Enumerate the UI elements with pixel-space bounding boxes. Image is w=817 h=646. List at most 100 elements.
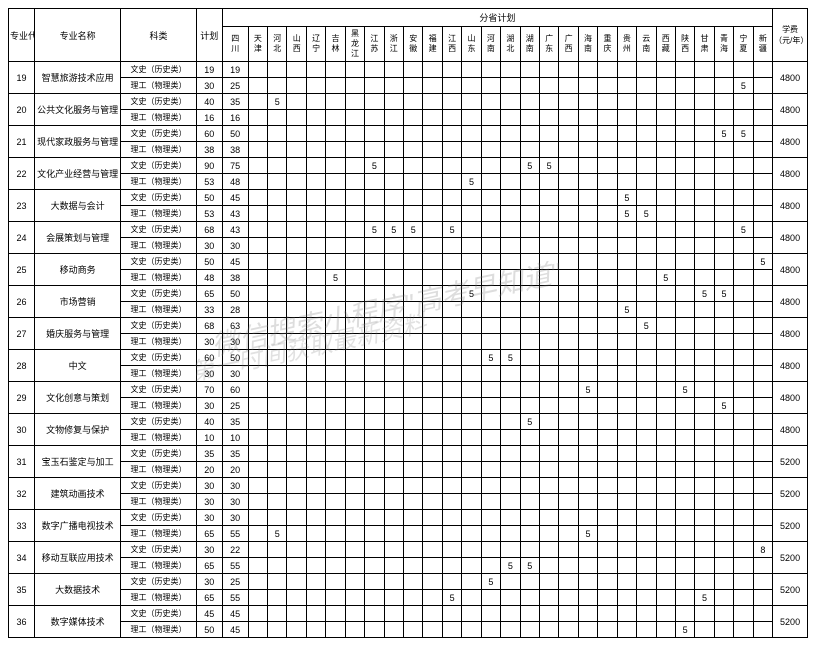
table-row: 理工（物理类）1616 bbox=[9, 110, 808, 126]
cell-province bbox=[442, 478, 461, 494]
cell-province bbox=[423, 414, 442, 430]
cell-province bbox=[501, 542, 520, 558]
header-tuition: 学费（元/年） bbox=[773, 9, 808, 62]
cell-province bbox=[268, 270, 287, 286]
cell-province bbox=[501, 590, 520, 606]
cell-province: 5 bbox=[481, 574, 500, 590]
cell-province bbox=[306, 510, 325, 526]
cell-major-name: 数字广播电视技术 bbox=[34, 510, 120, 542]
table-row: 理工（物理类）655555 bbox=[9, 558, 808, 574]
cell-province bbox=[326, 302, 345, 318]
cell-province bbox=[306, 206, 325, 222]
cell-province bbox=[384, 238, 403, 254]
cell-province bbox=[501, 462, 520, 478]
cell-category: 理工（物理类） bbox=[121, 142, 197, 158]
header-province: 宁夏 bbox=[734, 27, 753, 62]
cell-province bbox=[695, 142, 714, 158]
cell-province bbox=[520, 62, 539, 78]
cell-province bbox=[617, 510, 636, 526]
cell-province bbox=[675, 606, 694, 622]
cell-plan: 40 bbox=[196, 94, 222, 110]
cell-province bbox=[365, 414, 384, 430]
cell-province bbox=[637, 446, 656, 462]
cell-province bbox=[734, 446, 753, 462]
cell-province bbox=[326, 174, 345, 190]
cell-province bbox=[734, 62, 753, 78]
cell-province bbox=[501, 190, 520, 206]
header-province: 四川 bbox=[222, 27, 248, 62]
cell-province bbox=[598, 446, 617, 462]
cell-province bbox=[248, 430, 267, 446]
cell-province bbox=[268, 558, 287, 574]
cell-category: 理工（物理类） bbox=[121, 270, 197, 286]
cell-province bbox=[637, 94, 656, 110]
cell-province bbox=[578, 414, 597, 430]
cell-province bbox=[714, 318, 733, 334]
cell-province bbox=[442, 366, 461, 382]
cell-province bbox=[384, 126, 403, 142]
table-row: 21现代家政服务与管理文史（历史类）6050554800 bbox=[9, 126, 808, 142]
cell-province bbox=[695, 190, 714, 206]
cell-province bbox=[423, 222, 442, 238]
cell-province bbox=[404, 366, 423, 382]
cell-province bbox=[695, 478, 714, 494]
cell-province bbox=[656, 206, 675, 222]
header-province: 广西 bbox=[559, 27, 578, 62]
cell-province bbox=[287, 494, 306, 510]
cell-sichuan: 45 bbox=[222, 606, 248, 622]
cell-province bbox=[442, 158, 461, 174]
header-major: 专业名称 bbox=[34, 9, 120, 62]
cell-plan: 68 bbox=[196, 222, 222, 238]
cell-province bbox=[248, 270, 267, 286]
cell-province bbox=[287, 62, 306, 78]
cell-province bbox=[306, 430, 325, 446]
cell-plan: 16 bbox=[196, 110, 222, 126]
cell-province bbox=[753, 286, 773, 302]
cell-province bbox=[384, 110, 403, 126]
cell-province bbox=[287, 574, 306, 590]
cell-province bbox=[578, 366, 597, 382]
cell-province bbox=[714, 270, 733, 286]
cell-province bbox=[462, 206, 481, 222]
cell-province bbox=[598, 606, 617, 622]
cell-province bbox=[248, 158, 267, 174]
cell-province bbox=[520, 542, 539, 558]
cell-province bbox=[384, 174, 403, 190]
cell-province bbox=[559, 78, 578, 94]
cell-sichuan: 50 bbox=[222, 286, 248, 302]
cell-province bbox=[306, 334, 325, 350]
cell-province bbox=[559, 158, 578, 174]
cell-province bbox=[248, 254, 267, 270]
cell-province bbox=[695, 158, 714, 174]
cell-province bbox=[287, 302, 306, 318]
cell-province bbox=[384, 94, 403, 110]
cell-province bbox=[753, 206, 773, 222]
cell-province: 5 bbox=[268, 94, 287, 110]
cell-province bbox=[404, 190, 423, 206]
cell-sichuan: 60 bbox=[222, 382, 248, 398]
cell-province bbox=[384, 414, 403, 430]
cell-province bbox=[753, 350, 773, 366]
cell-province bbox=[656, 334, 675, 350]
cell-province bbox=[423, 302, 442, 318]
header-province: 吉林 bbox=[326, 27, 345, 62]
cell-province bbox=[326, 494, 345, 510]
cell-province bbox=[734, 558, 753, 574]
cell-province bbox=[345, 94, 364, 110]
cell-province bbox=[501, 494, 520, 510]
cell-province bbox=[365, 590, 384, 606]
header-province: 浙江 bbox=[384, 27, 403, 62]
cell-province bbox=[675, 254, 694, 270]
cell-major-name: 宝玉石鉴定与加工 bbox=[34, 446, 120, 478]
cell-province bbox=[462, 334, 481, 350]
cell-province: 5 bbox=[404, 222, 423, 238]
cell-major-name: 数字媒体技术 bbox=[34, 606, 120, 638]
cell-province bbox=[656, 110, 675, 126]
cell-province bbox=[559, 542, 578, 558]
header-province: 山东 bbox=[462, 27, 481, 62]
cell-province bbox=[501, 622, 520, 638]
cell-province bbox=[695, 526, 714, 542]
cell-province bbox=[423, 526, 442, 542]
cell-tuition: 4800 bbox=[773, 94, 808, 126]
cell-province bbox=[423, 590, 442, 606]
